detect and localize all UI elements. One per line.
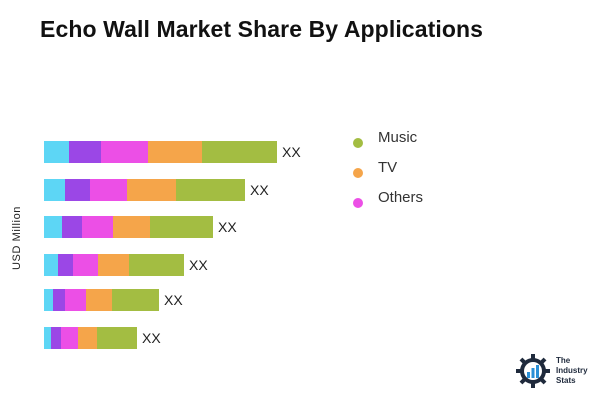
bar-segment-row3-series2	[62, 216, 82, 238]
bar-segment-row4-series5	[129, 254, 184, 276]
bar-segment-row6-series3	[61, 327, 78, 349]
bar-segment-row6-series5	[97, 327, 137, 349]
bar-segment-row2-series1	[44, 179, 65, 201]
bar-segment-row5-series5	[112, 289, 159, 311]
bar-segment-row1-series4	[148, 141, 202, 163]
bar-segment-row4-series2	[58, 254, 73, 276]
bar-segment-row3-series5	[150, 216, 213, 238]
bar-segment-row6-series1	[44, 327, 51, 349]
bar-segment-row2-series3	[90, 179, 127, 201]
data-label-row1: XX	[282, 144, 301, 160]
legend-label-others: Others	[378, 188, 424, 206]
data-label-row4: XX	[189, 257, 208, 273]
bar-segment-row3-series3	[82, 216, 113, 238]
legend-label-music: Music	[378, 128, 418, 146]
legend-label-tv: TV	[378, 158, 398, 176]
logo-text: The Industry Stats	[556, 356, 588, 386]
bar-segment-row4-series4	[98, 254, 129, 276]
data-label-row6: XX	[142, 330, 161, 346]
logo-line-2: Industry	[556, 366, 588, 375]
gear-chart-icon	[516, 354, 550, 388]
legend-swatch-others	[353, 198, 363, 208]
bar-segment-row3-series4	[113, 216, 150, 238]
brand-logo: The Industry Stats	[514, 352, 588, 390]
bar-segment-row2-series5	[176, 179, 245, 201]
bar-segment-row1-series2	[69, 141, 101, 163]
bar-segment-row1-series3	[101, 141, 148, 163]
bar-segment-row5-series1	[44, 289, 53, 311]
legend-item-tv: TV	[353, 158, 423, 188]
bar-segment-row3-series1	[44, 216, 62, 238]
bar-segment-row5-series2	[53, 289, 65, 311]
bar-segment-row6-series4	[78, 327, 97, 349]
legend: Music TV Others	[353, 128, 423, 218]
bar-segment-row4-series3	[73, 254, 98, 276]
bar-segment-row4-series1	[44, 254, 58, 276]
bar-segment-row5-series4	[86, 289, 112, 311]
logo-line-1: The	[556, 356, 571, 365]
y-axis-label: USD Million	[11, 205, 23, 271]
bar-segment-row6-series2	[51, 327, 61, 349]
bar-segment-row1-series5	[202, 141, 277, 163]
legend-swatch-music	[353, 138, 363, 148]
bar-segment-row1-series1	[44, 141, 69, 163]
logo-line-3: Stats	[556, 376, 576, 385]
data-label-row2: XX	[250, 182, 269, 198]
bar-segment-row2-series4	[127, 179, 176, 201]
legend-swatch-tv	[353, 168, 363, 178]
legend-item-others: Others	[353, 188, 423, 218]
bar-segment-row2-series2	[65, 179, 90, 201]
chart-title: Echo Wall Market Share By Applications	[40, 16, 484, 42]
data-label-row3: XX	[218, 219, 237, 235]
data-label-row5: XX	[164, 292, 183, 308]
bar-segment-row5-series3	[65, 289, 86, 311]
legend-item-music: Music	[353, 128, 423, 158]
